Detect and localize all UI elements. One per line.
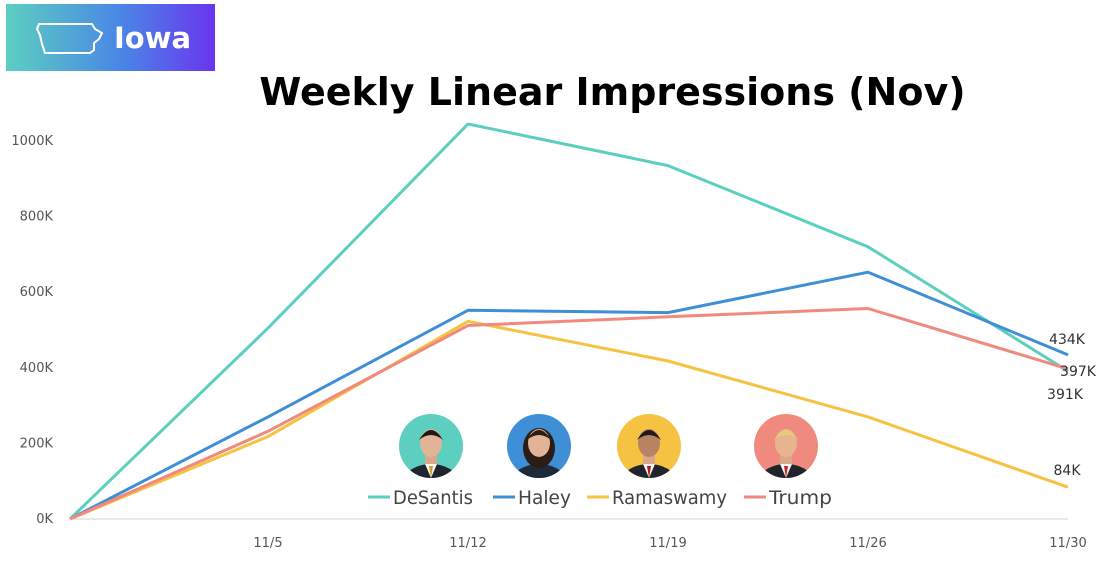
x-tick-label: 11/19	[649, 536, 686, 551]
x-tick-label: 11/12	[449, 536, 486, 551]
trump-photo-icon	[754, 414, 818, 478]
chart-legend: DeSantis Haley Ramaswamy Trump	[368, 414, 832, 509]
legend-item-trump: Trump	[744, 414, 832, 509]
iowa-state-outline-icon	[36, 22, 103, 54]
x-tick-label: 11/5	[253, 536, 282, 551]
desantis-photo-icon	[399, 414, 463, 478]
series-line-desantis	[68, 122, 1069, 521]
x-tick-label: 11/30	[1049, 536, 1086, 551]
haley-photo-icon	[507, 414, 571, 478]
y-tick-label: 0K	[36, 512, 53, 527]
legend-item-ramaswamy: Ramaswamy	[587, 414, 727, 509]
legend-label-haley: Haley	[518, 487, 571, 509]
y-tick-label: 1000K	[11, 134, 53, 149]
legend-item-haley: Haley	[493, 414, 571, 509]
y-tick-label: 400K	[20, 361, 54, 376]
legend-item-desantis: DeSantis	[368, 414, 473, 509]
legend-label-trump: Trump	[768, 487, 832, 509]
end-labels: 391K 434K 84K 397K	[1047, 332, 1097, 479]
state-badge: Iowa	[6, 4, 215, 71]
x-tick-label: 11/26	[849, 536, 886, 551]
end-label-desantis: 391K	[1047, 387, 1084, 403]
y-tick-label: 600K	[20, 285, 54, 300]
legend-label-desantis: DeSantis	[393, 487, 473, 509]
end-label-ramaswamy: 84K	[1054, 463, 1082, 479]
series-line-haley	[69, 270, 1069, 521]
ramaswamy-photo-icon	[617, 414, 681, 478]
chart-title: Weekly Linear Impressions (Nov)	[259, 70, 966, 114]
series-line-ramaswamy	[69, 319, 1069, 521]
end-label-haley: 434K	[1049, 332, 1086, 348]
y-axis: 0K 200K 400K 600K 800K 1000K	[11, 134, 53, 527]
badge-label: Iowa	[114, 20, 192, 55]
y-tick-label: 800K	[20, 210, 54, 225]
end-label-trump: 397K	[1060, 364, 1097, 380]
series-line-trump	[69, 307, 1069, 521]
series-lines	[68, 122, 1069, 521]
legend-label-ramaswamy: Ramaswamy	[612, 487, 727, 509]
y-tick-label: 200K	[20, 436, 54, 451]
x-axis: 11/5 11/12 11/19 11/26 11/30	[70, 518, 1087, 551]
